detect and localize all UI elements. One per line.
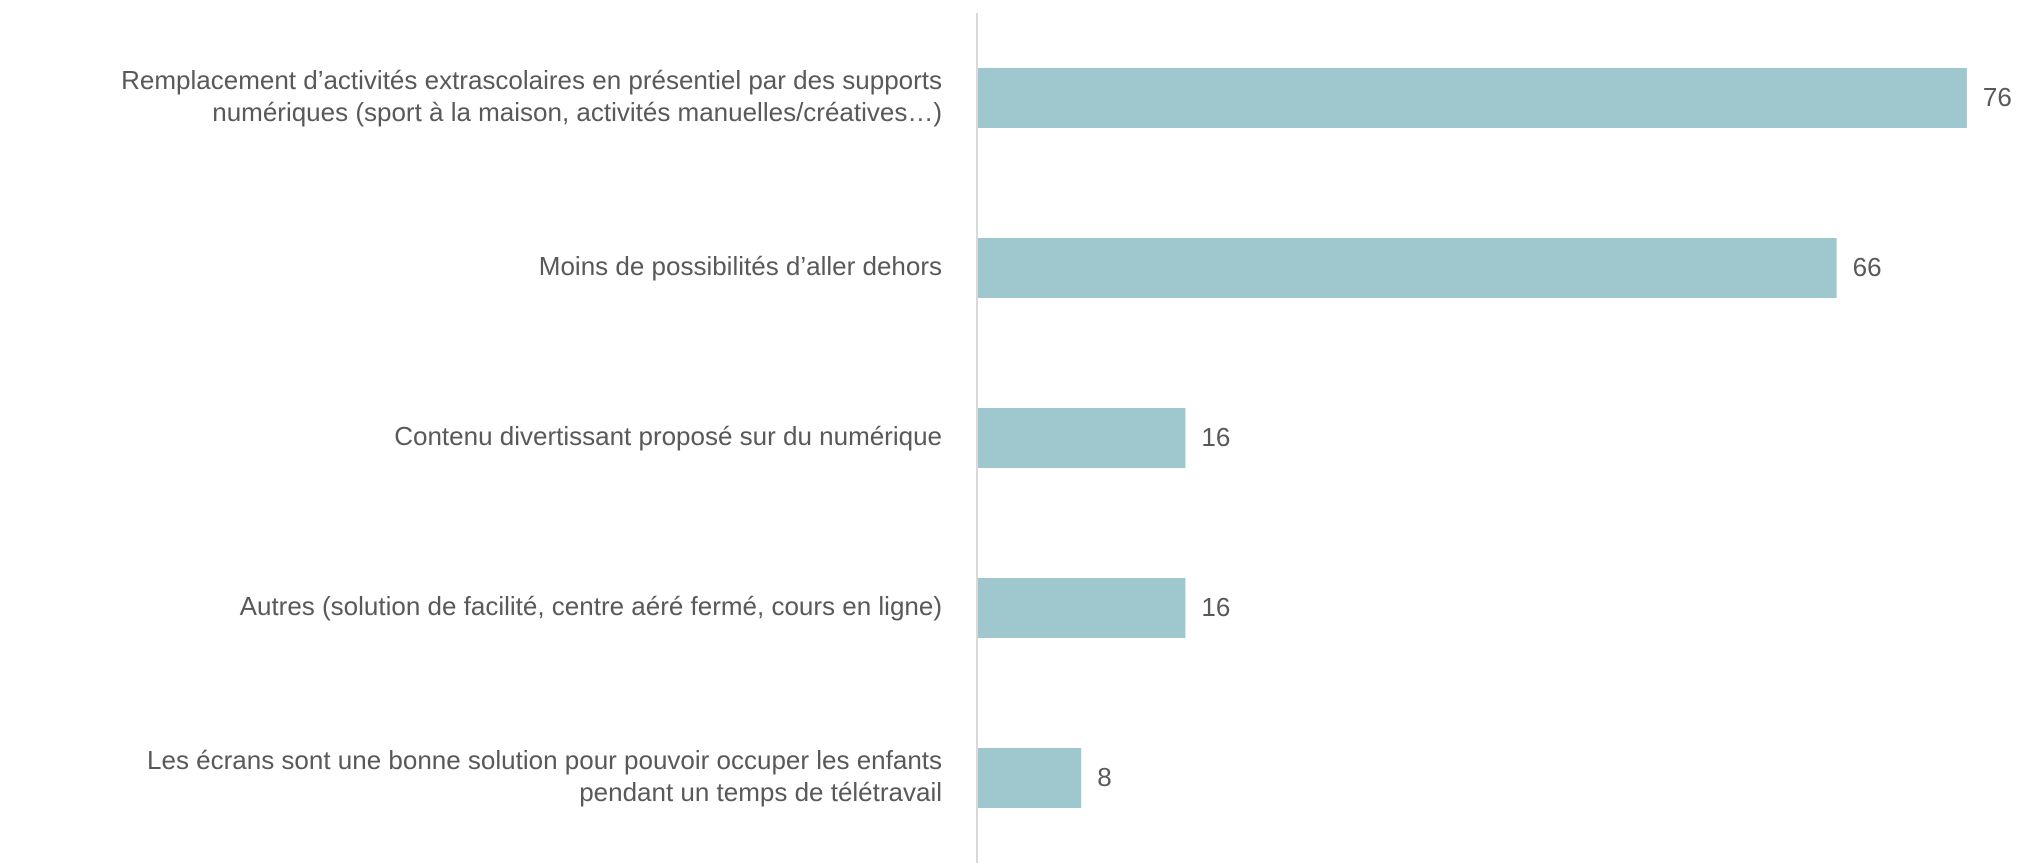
value-label: 76 [1983,82,2012,112]
category-label: numériques (sport à la maison, activités… [212,97,942,127]
bar [977,68,1967,128]
category-label: Remplacement d’activités extrascolaires … [121,65,942,95]
category-label: Les écrans sont une bonne solution pour … [147,745,942,775]
bar [977,408,1186,468]
bar [977,748,1082,808]
category-label: Moins de possibilités d’aller dehors [539,251,942,281]
bar [977,238,1837,298]
category-label: Contenu divertissant proposé sur du numé… [394,421,942,451]
category-label: Autres (solution de facilité, centre aér… [240,591,942,621]
bar [977,578,1186,638]
value-label: 66 [1853,252,1882,282]
value-label: 8 [1097,762,1111,792]
category-label: pendant un temps de télétravail [579,777,942,807]
value-label: 16 [1201,422,1230,452]
value-label: 16 [1201,592,1230,622]
